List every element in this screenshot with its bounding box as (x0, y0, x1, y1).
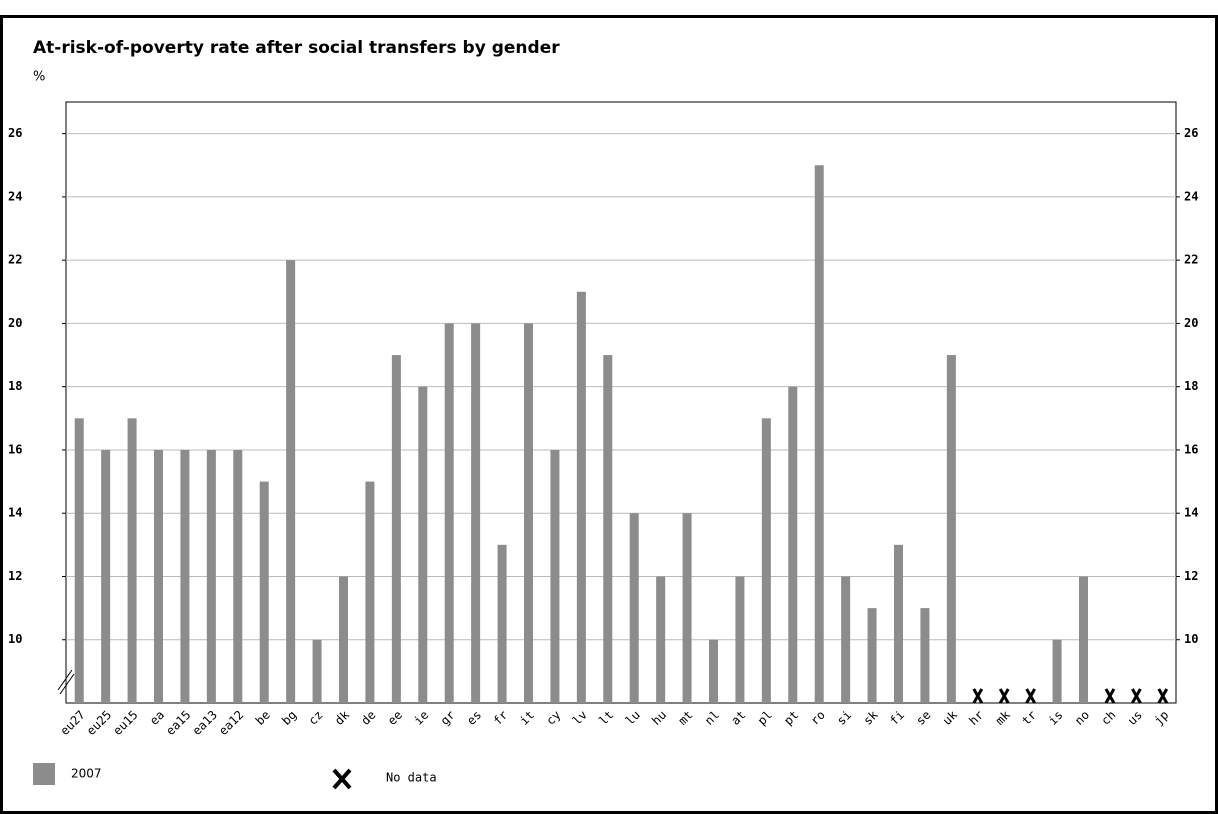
bar (74, 418, 84, 703)
bar (709, 639, 718, 703)
y-tick-label: 26 (1184, 126, 1198, 140)
bar (761, 418, 771, 703)
y-axis-label: % (33, 70, 45, 85)
bar (629, 513, 639, 703)
bar (471, 323, 481, 703)
bar (920, 608, 930, 703)
bar (946, 355, 956, 703)
bar (497, 544, 507, 703)
y-tick-label: 10 (1184, 632, 1198, 646)
bar (339, 576, 348, 703)
bar (656, 576, 666, 703)
y-tick-label: 16 (1184, 442, 1198, 456)
y-tick-label: 20 (1184, 316, 1198, 330)
bar (1079, 576, 1088, 703)
plot-border (65, 101, 1177, 704)
bar (180, 449, 190, 703)
y-tick-label: 24 (1184, 189, 1198, 203)
y-tick-label: 12 (8, 569, 22, 583)
bar (735, 576, 745, 703)
bar (312, 639, 322, 703)
no-data-mark (1157, 688, 1169, 704)
y-tick-label: 14 (8, 506, 22, 520)
bar (1052, 639, 1062, 703)
bar (524, 323, 533, 703)
no-data-mark (972, 688, 984, 704)
chart-title: At-risk-of-poverty rate after social tra… (33, 38, 560, 58)
bar (286, 260, 296, 703)
y-tick-label: 18 (8, 379, 22, 393)
legend-no-data-icon (332, 768, 352, 790)
bar (154, 449, 163, 703)
bar (101, 449, 111, 703)
y-tick-label: 22 (8, 253, 22, 267)
bar (867, 608, 877, 703)
y-tick-label: 16 (8, 442, 22, 456)
y-tick-label: 26 (8, 126, 22, 140)
bar (259, 481, 269, 703)
y-tick-label: 22 (1184, 253, 1198, 267)
bar (233, 449, 243, 703)
legend-swatch (33, 763, 55, 785)
legend-label: No data (386, 771, 437, 785)
bar (894, 544, 903, 703)
bar (127, 418, 137, 703)
bar (576, 291, 586, 703)
bar (365, 481, 375, 703)
y-tick-label: 18 (1184, 379, 1198, 393)
x-icon (332, 768, 352, 790)
y-tick-label: 20 (8, 316, 22, 330)
no-data-mark (1131, 688, 1142, 704)
axis-break (57, 669, 75, 695)
legend-label: 2007 (71, 767, 102, 781)
bar (603, 355, 613, 703)
break-line (57, 669, 73, 691)
bar (206, 449, 216, 703)
bar (418, 386, 428, 703)
y-tick-label: 12 (1184, 569, 1198, 583)
break-line (59, 673, 75, 695)
y-tick-label: 10 (8, 632, 22, 646)
bar (682, 513, 692, 703)
no-data-mark (1025, 688, 1036, 704)
bar (788, 386, 798, 703)
y-tick-label: 14 (1184, 506, 1198, 520)
bar (814, 165, 824, 703)
bar (444, 323, 454, 703)
bar (550, 449, 560, 703)
y-tick-label: 24 (8, 189, 22, 203)
no-data-mark (1104, 688, 1116, 704)
bar (391, 355, 401, 703)
bar (841, 576, 851, 703)
no-data-mark (998, 688, 1010, 704)
